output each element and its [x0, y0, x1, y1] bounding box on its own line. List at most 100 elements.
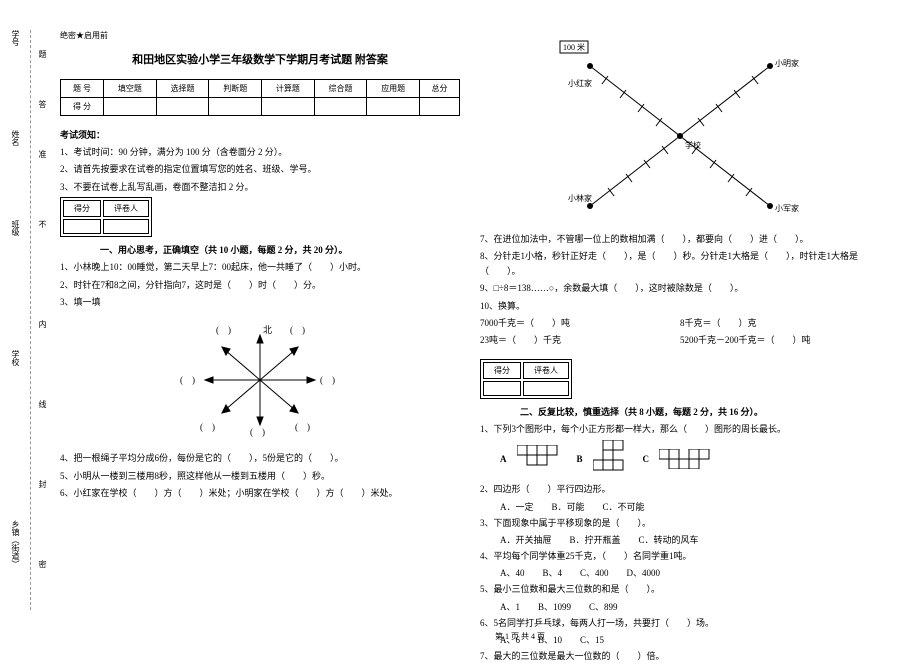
- q3c: C．转动的风车: [639, 535, 699, 545]
- q4: 4、把一根绳子平均分成6份，每份是它的（ ），5份是它的（ ）。: [60, 451, 460, 465]
- compass-diagram: ( ) 北 ( ) ( ) ( ) ( ) ( ) ( ): [60, 315, 460, 445]
- q4b: B、4: [543, 568, 563, 578]
- th7: 总分: [420, 80, 460, 98]
- map-n3: 小红家: [568, 78, 592, 88]
- q4c: C、400: [580, 568, 609, 578]
- c-se: ( ): [295, 422, 310, 432]
- th0: 题 号: [61, 80, 104, 98]
- map-diagram: 100 米 小红家: [480, 36, 880, 226]
- p2q2: 2、四边形（ ）平行四边形。: [480, 482, 880, 496]
- label-b: B: [577, 454, 583, 464]
- tr2: [156, 98, 209, 116]
- th1: 填空题: [104, 80, 157, 98]
- notice-1: 1、考试时间：90 分钟，满分为 100 分（含卷面分 2 分）。: [60, 145, 460, 159]
- map-scale: 100 米: [563, 42, 585, 52]
- th3: 判断题: [209, 80, 262, 98]
- q4a: A、40: [500, 568, 525, 578]
- c-s: ( ): [250, 427, 265, 437]
- sb1-c2: 评卷人: [103, 200, 149, 217]
- score-box-2: 得分评卷人: [480, 359, 572, 399]
- q2c: C．不可能: [603, 502, 645, 512]
- part2-title: 二、反复比较，慎重选择（共 8 小题，每题 2 分，共 16 分）。: [520, 405, 880, 418]
- q2b: B．可能: [552, 502, 585, 512]
- margin-school: 学校: [10, 350, 21, 366]
- margin-mi: 密: [37, 560, 48, 568]
- map-n4: 小军家: [775, 203, 799, 213]
- c-nw: ( ): [216, 325, 231, 335]
- margin-town: 乡镇（街道）: [10, 520, 21, 568]
- q3: 3、填一填: [60, 295, 460, 309]
- score-box-1: 得分评卷人: [60, 197, 152, 237]
- right-column: 100 米 小红家: [480, 30, 880, 666]
- c-sw: ( ): [200, 422, 215, 432]
- shape-c: [659, 449, 719, 469]
- q4d: D、4000: [627, 568, 661, 578]
- margin-xian: 线: [37, 400, 48, 408]
- tr5: [314, 98, 367, 116]
- tr7: [420, 98, 460, 116]
- tr0: 得 分: [61, 98, 104, 116]
- c-n: 北: [263, 325, 272, 335]
- margin-da: 答: [37, 100, 48, 108]
- th4: 计算题: [262, 80, 315, 98]
- shape-b: [593, 440, 633, 478]
- notice-head: 考试须知：: [60, 128, 460, 141]
- sb2-c2: 评卷人: [523, 362, 569, 379]
- q5: 5、小明从一楼到三楼用8秒，照这样他从一楼到五楼用（ ）秒。: [60, 469, 460, 483]
- q5a: A、1: [500, 602, 520, 612]
- q6: 6、小红家在学校（ ）方（ ）米处；小明家在学校（ ）方（ ）米处。: [60, 486, 460, 500]
- sb1-c1: 得分: [63, 200, 101, 217]
- tr6: [367, 98, 420, 116]
- left-column: 绝密★启用前 和田地区实验小学三年级数学下学期月考试题 附答案 题 号 填空题 …: [60, 30, 460, 666]
- q10d: 5200千克－200千克＝（ ）吨: [680, 333, 880, 347]
- q10a: 7000千克＝（ ）吨: [480, 316, 680, 330]
- th5: 综合题: [314, 80, 367, 98]
- exam-title: 和田地区实验小学三年级数学下学期月考试题 附答案: [60, 51, 460, 67]
- q10c: 23吨＝（ ）千克: [480, 333, 680, 347]
- q1: 1、小林晚上10：00睡觉，第二天早上7：00起床，他一共睡了（ ）小时。: [60, 260, 460, 274]
- margin-name: 姓名: [10, 130, 21, 146]
- margin-xuehao: 学号: [10, 30, 21, 46]
- q8: 8、分针走1小格，秒针正好走（ ），是（ ）秒。分针走1大格是（ ），时针走1大…: [480, 249, 880, 278]
- p2q5: 5、最小三位数和最大三位数的和是（ ）。: [480, 582, 880, 596]
- q3a: A．开关抽屉: [500, 535, 552, 545]
- q7: 7、在进位加法中，不管哪一位上的数相加满（ ），都要向（ ）进（ ）。: [480, 232, 880, 246]
- p2q4: 4、平均每个同学体重25千克，（ ）名同学重1吨。: [480, 549, 880, 563]
- notice-3: 3、不要在试卷上乱写乱画，卷面不整洁扣 2 分。: [60, 180, 460, 194]
- shape-a: [517, 445, 567, 473]
- map-n1: 小林家: [568, 193, 592, 203]
- map-n2: 小明家: [775, 58, 799, 68]
- p2q7: 7、最大的三位数是最大一位数的（ ）倍。: [480, 649, 880, 663]
- secret-label: 绝密★启用前: [60, 30, 460, 41]
- q5c: C、899: [589, 602, 618, 612]
- q2: 2、时针在7和8之间，分针指向7，这时是（ ）时（ ）分。: [60, 278, 460, 292]
- q10: 10、换算。: [480, 299, 880, 313]
- margin-class: 班级: [10, 220, 21, 236]
- q5b: B、1099: [538, 602, 571, 612]
- label-c: C: [643, 454, 650, 464]
- margin-ti: 题: [37, 50, 48, 58]
- margin-feng: 封: [37, 480, 48, 488]
- p2q3: 3、下面现象中属于平移现象的是（ ）。: [480, 516, 880, 530]
- c-ne: ( ): [290, 325, 305, 335]
- tr1: [104, 98, 157, 116]
- th2: 选择题: [156, 80, 209, 98]
- q10b: 8千克＝（ ）克: [680, 316, 880, 330]
- shapes-row: A B C: [500, 440, 880, 478]
- c-e: ( ): [320, 375, 335, 385]
- map-center: 学校: [685, 140, 701, 150]
- q2a: A．一定: [500, 502, 534, 512]
- q9: 9、□÷8＝138……○，余数最大填（ ），这时被除数是（ ）。: [480, 281, 880, 295]
- p2q1: 1、下列3个图形中，每个小正方形都一样大，那么（ ）图形的周长最长。: [480, 422, 880, 436]
- part1-title: 一、用心思考，正确填空（共 10 小题，每题 2 分，共 20 分）。: [100, 243, 460, 256]
- label-a: A: [500, 454, 507, 464]
- c-w: ( ): [180, 375, 195, 385]
- margin-zhun: 准: [37, 150, 48, 158]
- page-footer: 第 1 页 共 4 页: [60, 631, 920, 642]
- tr3: [209, 98, 262, 116]
- tr4: [262, 98, 315, 116]
- p2q6: 6、5名同学打乒乓球，每两人打一场，共要打（ ）场。: [480, 616, 880, 630]
- sb2-c1: 得分: [483, 362, 521, 379]
- notice-2: 2、请首先按要求在试卷的指定位置填写您的姓名、班级、学号。: [60, 162, 460, 176]
- th6: 应用题: [367, 80, 420, 98]
